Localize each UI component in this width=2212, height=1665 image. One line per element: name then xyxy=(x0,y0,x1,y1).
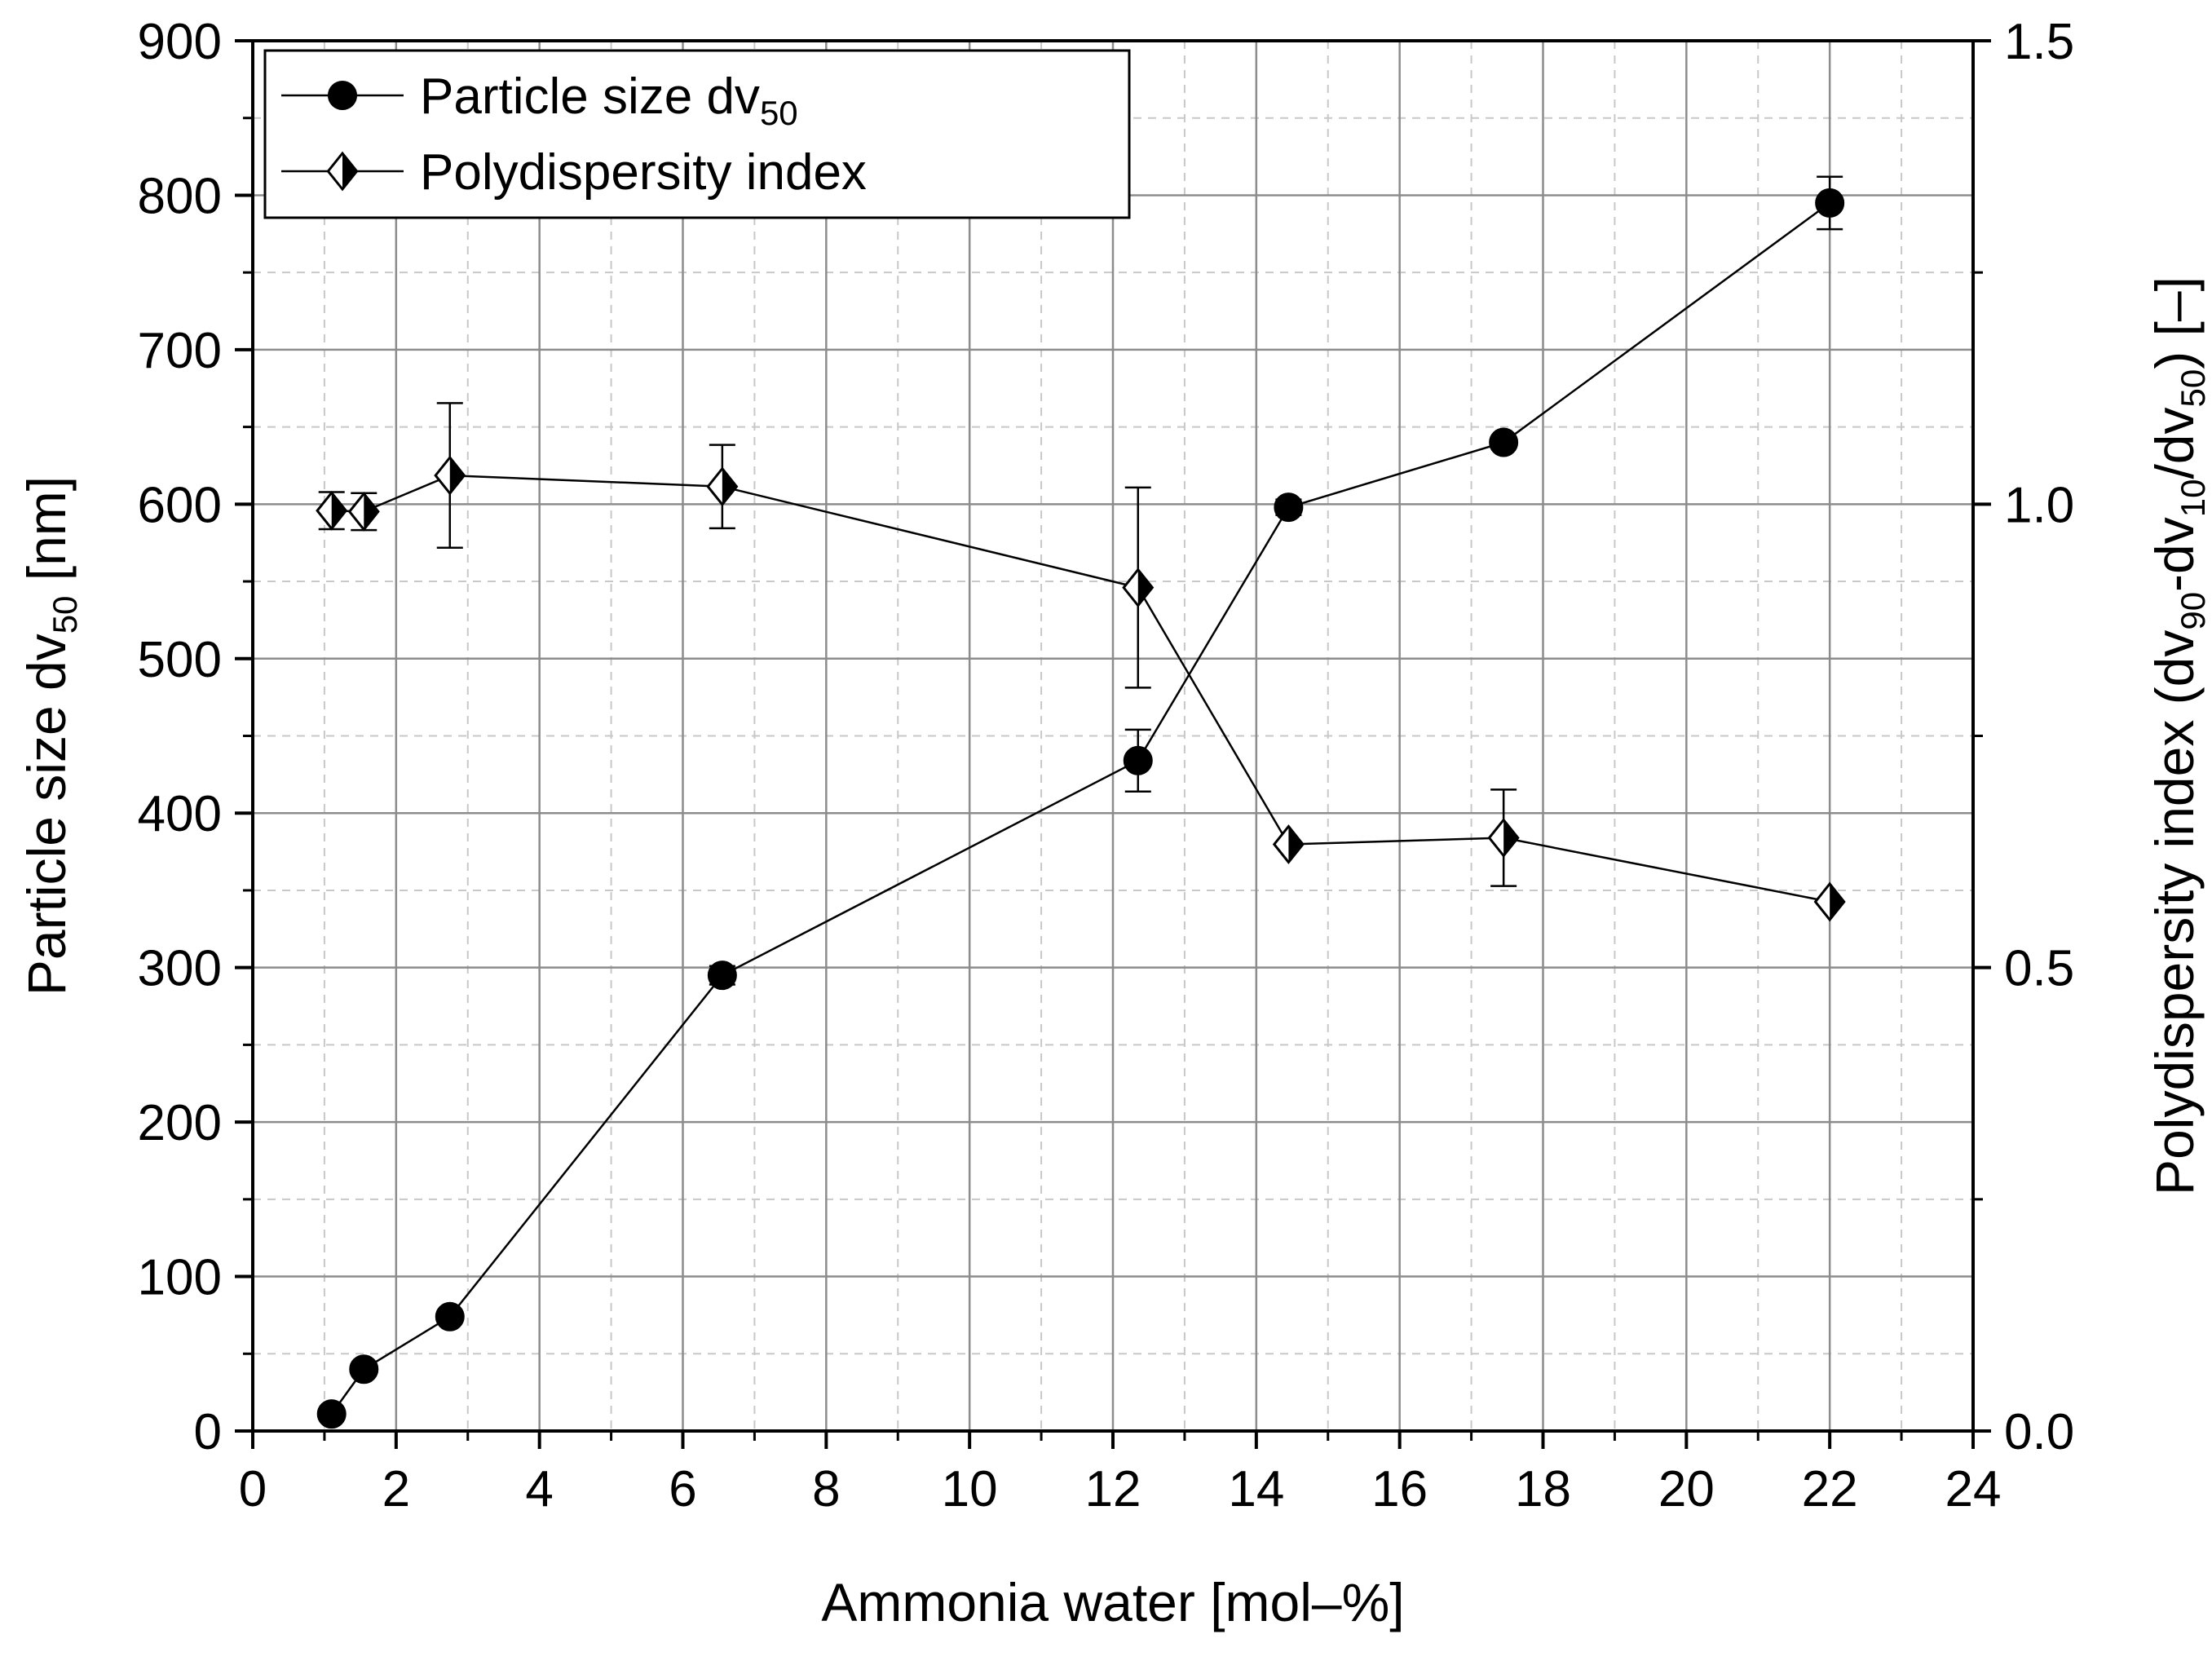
data-point xyxy=(349,1354,379,1385)
x-tick-label: 4 xyxy=(525,1461,553,1517)
diamond-marker-right-half xyxy=(1830,883,1844,920)
data-point xyxy=(707,961,737,991)
y2-tick-label: 0.5 xyxy=(2004,941,2074,997)
y2-axis-title: Polydispersity index (dv90-dv10/dv50) [–… xyxy=(2144,276,2212,1195)
axes: 0 2 4 6 8 10 12 14 16 18 20 22 240100200300400500600… xyxy=(138,14,2075,1517)
series-line xyxy=(331,474,1830,903)
x-tick-label: 24 xyxy=(1945,1461,2002,1517)
y2-tick-label: 1.0 xyxy=(2004,477,2074,533)
data-point xyxy=(347,492,380,532)
y2-axis-title-subscript: 50 xyxy=(2174,369,2212,408)
diamond-marker-right-half xyxy=(449,457,465,494)
series-polydispersity xyxy=(316,402,1846,922)
y-tick-label: 800 xyxy=(138,168,222,224)
diamond-marker-outline xyxy=(706,466,739,507)
y-axis-title-subscript: 50 xyxy=(46,596,84,634)
x-tick-label: 22 xyxy=(1802,1461,1858,1517)
diamond-marker-right-half xyxy=(1288,826,1303,863)
x-axis-title: Ammonia water [mol–%] xyxy=(821,1572,1404,1632)
data-point xyxy=(434,455,466,496)
diamond-marker-right-half xyxy=(1503,819,1518,856)
data-point xyxy=(1815,188,1845,218)
y2-tick-label: 1.5 xyxy=(2004,14,2074,70)
diamond-marker-outline xyxy=(1272,824,1305,864)
y2-axis-title-text: -dv xyxy=(2144,517,2205,592)
diamond-marker-outline xyxy=(1122,568,1155,608)
y-tick-label: 300 xyxy=(138,941,222,997)
y2-axis-title-text: /dv xyxy=(2144,407,2205,479)
series-line xyxy=(330,201,1830,1415)
legend-item-particle-size xyxy=(281,81,404,110)
x-tick-label: 14 xyxy=(1228,1461,1284,1517)
x-tick-label: 18 xyxy=(1515,1461,1571,1517)
y-tick-label: 700 xyxy=(138,323,222,379)
y2-tick-label: 0.0 xyxy=(2004,1404,2074,1460)
legend-box xyxy=(263,49,1131,219)
data-point xyxy=(1487,818,1520,858)
data-point xyxy=(435,1301,465,1332)
x-tick-label: 0 xyxy=(239,1461,267,1517)
diamond-marker-right-half xyxy=(364,493,378,530)
x-tick-label: 12 xyxy=(1085,1461,1141,1517)
diamond-marker-outline xyxy=(1813,881,1846,922)
plot-data xyxy=(316,175,1846,1429)
data-point xyxy=(1813,881,1846,922)
data-point xyxy=(706,466,739,507)
diamond-marker-outline xyxy=(347,492,380,532)
x-tick-label: 10 xyxy=(942,1461,998,1517)
grid xyxy=(253,41,1973,1431)
y-tick-label: 600 xyxy=(138,477,222,533)
y-tick-label: 500 xyxy=(138,632,222,688)
legend: Particle size dv50 Polydispersity index xyxy=(263,49,1131,219)
x-tick-label: 8 xyxy=(812,1461,840,1517)
series-particle-size xyxy=(316,175,1845,1429)
x-tick-label: 2 xyxy=(382,1461,410,1517)
diamond-marker-outline xyxy=(316,490,348,531)
y2-axis-title-subscript: 10 xyxy=(2174,479,2212,518)
diamond-marker-outline xyxy=(434,455,466,496)
legend-marker-circle xyxy=(328,81,357,110)
legend-marker-diamond xyxy=(326,151,359,192)
diamond-marker-outline xyxy=(326,151,359,192)
diamond-marker-right-half xyxy=(331,492,347,529)
data-point xyxy=(316,490,348,531)
y-tick-label: 900 xyxy=(138,14,222,70)
x-tick-label: 6 xyxy=(669,1461,696,1517)
data-point xyxy=(316,1399,347,1429)
legend-label-particle-size-subscript: 50 xyxy=(760,94,798,132)
data-point xyxy=(1123,745,1153,775)
y2-axis-title-text: Polydispersity index (dv xyxy=(2144,630,2205,1195)
y-axis-title-main: Particle size dv xyxy=(16,634,77,996)
data-point xyxy=(1489,427,1519,457)
y-tick-label: 100 xyxy=(138,1250,222,1306)
data-point xyxy=(1274,492,1304,523)
y-axis-title: Particle size dv50 [nm] xyxy=(16,476,84,996)
axis-labels: Ammonia water [mol–%] Particle size dv50… xyxy=(16,276,2212,1632)
diamond-marker-right-half xyxy=(722,468,737,505)
legend-label-particle-size-main: Particle size dv xyxy=(420,68,760,125)
x-tick-label: 20 xyxy=(1658,1461,1715,1517)
diamond-marker-right-half xyxy=(1137,569,1153,606)
y-tick-label: 400 xyxy=(138,786,222,842)
legend-item-polydispersity xyxy=(281,151,404,192)
y2-axis-title-text: ) [–] xyxy=(2144,276,2205,369)
y2-axis-title-subscript: 90 xyxy=(2174,592,2212,630)
y-axis-title-tail: [nm] xyxy=(16,476,77,596)
diamond-marker-right-half xyxy=(342,153,357,189)
x-tick-label: 16 xyxy=(1371,1461,1428,1517)
data-point xyxy=(1272,824,1305,864)
y-tick-label: 0 xyxy=(194,1404,222,1460)
legend-label-polydispersity: Polydispersity index xyxy=(420,144,867,201)
data-point xyxy=(1122,568,1155,608)
legend-label-particle-size: Particle size dv50 xyxy=(420,68,798,132)
y-tick-label: 200 xyxy=(138,1095,222,1151)
diamond-marker-outline xyxy=(1487,818,1520,858)
